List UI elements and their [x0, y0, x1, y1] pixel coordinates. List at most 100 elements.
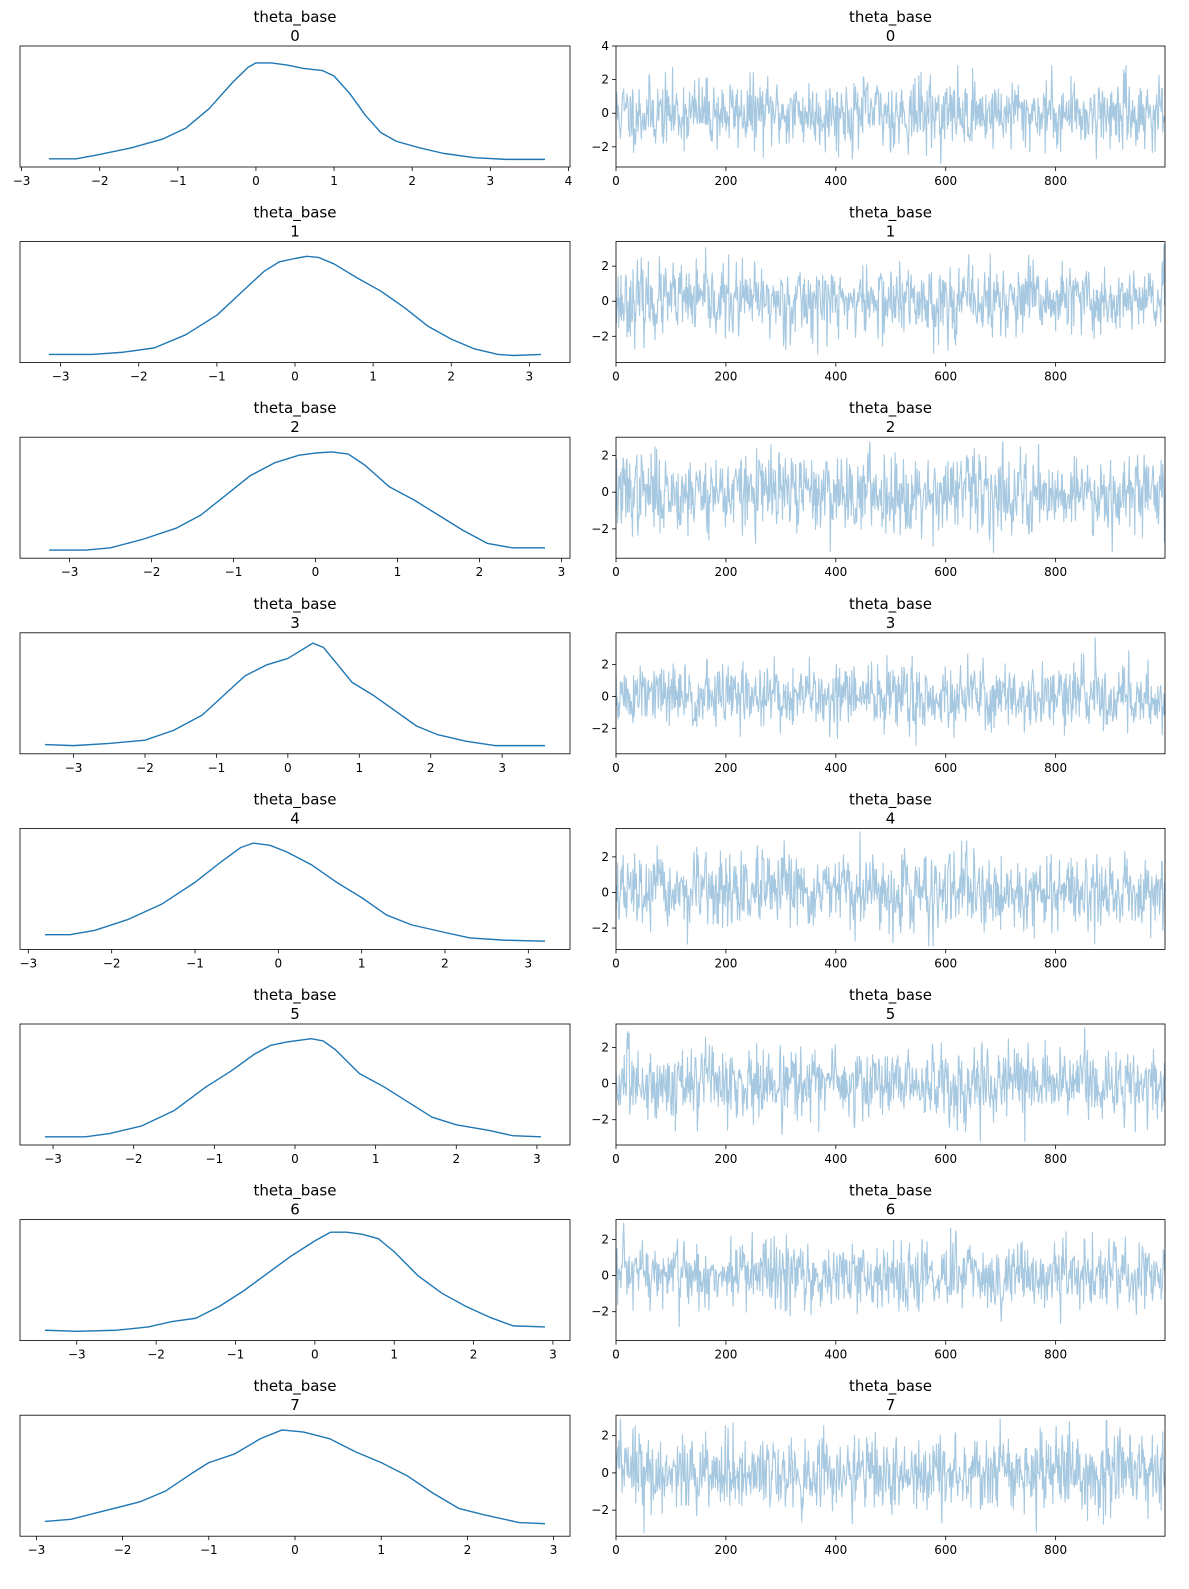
trace-x-tick-label: 600: [934, 565, 957, 579]
trace-x-tick-label: 400: [824, 956, 847, 970]
trace-x-tick-label: 0: [612, 956, 620, 970]
trace-x-tick-label: 200: [714, 761, 737, 775]
trace-y-tick-label: −2: [591, 721, 609, 735]
trace-y-tick-label: 4: [601, 39, 609, 53]
kde-x-tick-label: −2: [91, 174, 109, 188]
kde-x-tick-label: 2: [441, 956, 449, 970]
kde-x-tick-label: −3: [52, 370, 70, 384]
trace-y-tick-label: −2: [591, 522, 609, 536]
kde-index: 7: [290, 1396, 300, 1414]
trace-y-tick-label: 0: [601, 294, 609, 308]
kde-x-tick-label: −3: [19, 956, 37, 970]
kde-axes-frame: [19, 436, 571, 559]
trace-x-tick-label: 600: [934, 956, 957, 970]
trace-x-tick-label: 800: [1044, 1348, 1067, 1362]
trace-y-tick-label: 0: [601, 1077, 609, 1091]
trace-line: [615, 1027, 1166, 1142]
kde-x-tick-label: 0: [291, 370, 299, 384]
trace-y-tick-label: −2: [591, 329, 609, 343]
kde-x-tick-label: −3: [68, 1348, 86, 1362]
trace-index: 4: [886, 809, 896, 827]
trace-x-tick-label: 200: [714, 1152, 737, 1166]
trace-y-tick-label: −2: [591, 1113, 609, 1127]
kde-x-tick-label: 0: [312, 565, 320, 579]
trace-line: [615, 64, 1166, 165]
trace-x-tick-label: 0: [612, 1348, 620, 1362]
kde-x-tick-label: −1: [208, 370, 226, 384]
trace-y-tick-label: 0: [601, 106, 609, 120]
trace-x-tick-label: 600: [934, 174, 957, 188]
kde-curve: [44, 642, 545, 747]
trace-index: 1: [886, 223, 896, 241]
trace-x-tick-label: 200: [714, 174, 737, 188]
kde-x-tick-label: 3: [549, 1348, 557, 1362]
trace-x-tick-label: 600: [934, 761, 957, 775]
kde-x-tick-label: −2: [103, 956, 121, 970]
trace-line: [615, 244, 1166, 355]
trace-x-tick-label: 400: [824, 565, 847, 579]
kde-curve: [44, 1231, 546, 1333]
trace-y-tick-label: 2: [601, 73, 609, 87]
trace-x-tick-label: 800: [1044, 174, 1067, 188]
kde-x-tick-label: −3: [44, 1152, 62, 1166]
trace-axes-frame: [615, 828, 1166, 950]
trace-axes-frame: [615, 45, 1166, 168]
trace-line: [615, 441, 1166, 554]
kde-x-tick-label: −1: [225, 565, 243, 579]
kde-index: 5: [290, 1005, 300, 1023]
trace-index: 0: [886, 27, 896, 45]
trace-x-tick-label: 200: [714, 1543, 737, 1557]
trace-y-tick-label: 0: [601, 1269, 609, 1283]
kde-x-tick-label: 1: [372, 1152, 380, 1166]
trace-y-tick-label: 2: [601, 449, 609, 463]
kde-x-tick-label: −3: [13, 174, 31, 188]
kde-x-tick-label: −2: [136, 761, 154, 775]
trace-x-tick-label: 600: [934, 1152, 957, 1166]
kde-x-tick-label: 1: [330, 174, 338, 188]
kde-axes-frame: [19, 632, 571, 755]
kde-x-tick-label: 1: [394, 565, 402, 579]
trace-index: 2: [886, 418, 896, 436]
trace-x-tick-label: 0: [612, 565, 620, 579]
trace-x-tick-label: 400: [824, 1152, 847, 1166]
trace-index: 7: [886, 1396, 896, 1414]
trace-title: theta_base: [849, 986, 932, 1005]
trace-x-tick-label: 400: [824, 174, 847, 188]
kde-x-tick-label: 3: [550, 1543, 558, 1557]
trace-x-tick-label: 400: [824, 370, 847, 384]
trace-x-tick-label: 800: [1044, 370, 1067, 384]
kde-x-tick-label: 2: [408, 174, 416, 188]
trace-line: [615, 831, 1166, 947]
trace-x-tick-label: 400: [824, 1348, 847, 1362]
trace-title: theta_base: [849, 399, 932, 418]
kde-x-tick-label: −1: [200, 1543, 218, 1557]
kde-curve: [45, 1038, 541, 1138]
trace-x-tick-label: 0: [612, 761, 620, 775]
kde-title: theta_base: [254, 8, 337, 27]
trace-x-tick-label: 800: [1044, 761, 1067, 775]
trace-title: theta_base: [849, 595, 932, 614]
kde-axes-frame: [19, 1023, 571, 1146]
kde-x-tick-label: 2: [464, 1543, 472, 1557]
kde-x-tick-label: 2: [427, 761, 435, 775]
kde-x-tick-label: 0: [275, 956, 283, 970]
trace-axes-frame: [615, 241, 1166, 364]
kde-x-tick-label: 0: [291, 1543, 299, 1557]
trace-x-tick-label: 200: [714, 1348, 737, 1362]
trace-y-tick-label: 0: [601, 1466, 609, 1480]
